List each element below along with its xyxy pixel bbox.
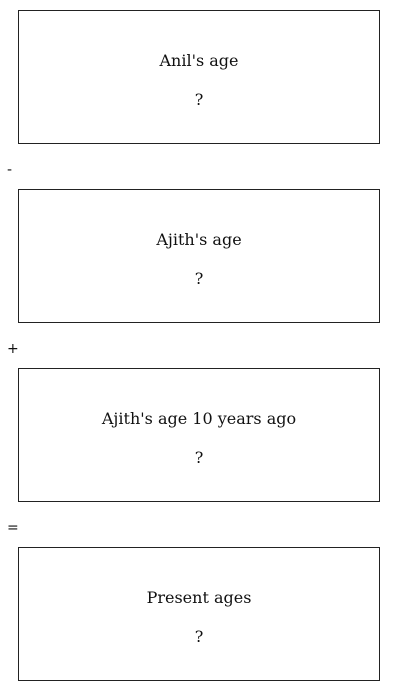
box-ajiths-age: Ajith's age ? <box>18 189 380 323</box>
equals-operator: = <box>7 520 19 536</box>
box-anils-age: Anil's age ? <box>18 10 380 144</box>
box-value: ? <box>194 90 204 109</box>
box-label: Anil's age <box>159 51 239 70</box>
box-value: ? <box>194 448 204 467</box>
box-label: Ajith's age 10 years ago <box>101 409 297 428</box>
box-ajiths-age-10-years-ago: Ajith's age 10 years ago ? <box>18 368 380 502</box>
plus-operator: + <box>7 341 19 357</box>
box-present-ages: Present ages ? <box>18 547 380 681</box>
box-label: Ajith's age <box>156 230 242 249</box>
box-value: ? <box>194 269 204 288</box>
box-value: ? <box>194 627 204 646</box>
box-label: Present ages <box>146 588 252 607</box>
minus-operator: - <box>7 162 13 178</box>
